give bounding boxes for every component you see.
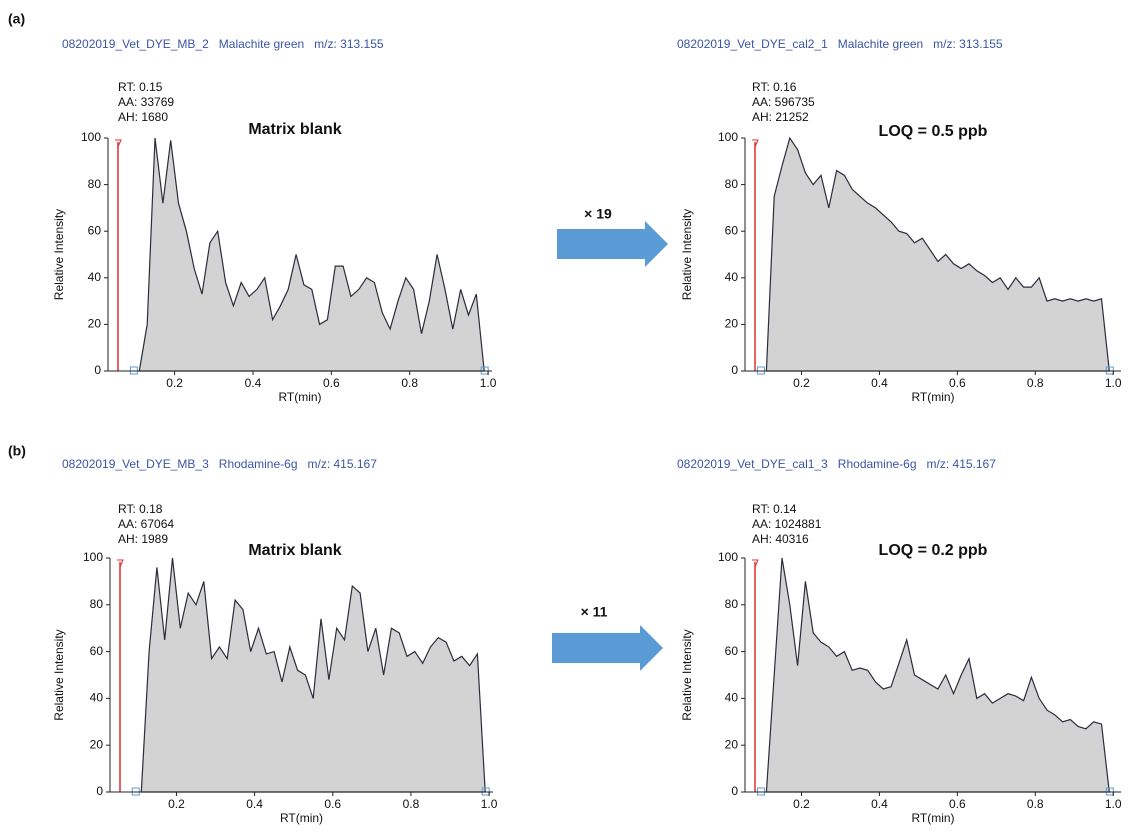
annotation: AH: 1680 [118,110,168,124]
x-tick-label: 0.6 [949,376,966,390]
annotation: RT: 0.16 [752,80,797,94]
x-tick-label: 1.0 [1105,376,1122,390]
annotation: AH: 1989 [118,532,168,546]
y-tick-label: 60 [725,644,739,658]
x-tick-label: 0.2 [166,376,183,390]
y-tick-label: 60 [88,223,102,237]
annotation: AA: 596735 [752,95,815,109]
y-tick-label: 0 [731,784,738,798]
x-axis-label: RT(min) [911,390,954,404]
y-tick-label: 100 [81,130,101,144]
y-tick-label: 20 [90,737,104,751]
x-tick-label: 0.6 [323,376,340,390]
y-axis-label: Relative Intensity [52,629,66,720]
y-tick-label: 60 [725,223,739,237]
y-tick-label: 0 [96,784,103,798]
x-tick-label: 1.0 [481,797,498,811]
y-tick-label: 40 [90,691,104,705]
marker [117,559,124,568]
x-tick-label: 1.0 [1105,797,1122,811]
annotation: RT: 0.15 [118,80,163,94]
arrow [557,221,668,267]
factor: × 19 [584,206,612,222]
chart-label: Matrix blank [248,121,341,138]
x-axis-label: RT(min) [280,811,323,825]
x-tick-label: 0.4 [871,797,888,811]
y-tick-label: 0 [731,363,738,377]
y-tick-label: 80 [88,177,102,191]
y-tick-label: 100 [718,550,738,564]
x-tick-label: 0.8 [1027,376,1044,390]
annotation: AH: 21252 [752,110,809,124]
arrow [552,625,663,671]
x-tick-label: 0.8 [403,797,420,811]
x-tick-label: 0.2 [168,797,185,811]
panel-label: (b) [8,443,26,459]
x-tick-label: 0.8 [1027,797,1044,811]
annotation: RT: 0.18 [118,502,163,516]
y-tick-label: 0 [94,363,101,377]
factor: × 11 [581,604,608,620]
x-tick-label: 0.8 [401,376,418,390]
x-tick-label: 0.6 [324,797,341,811]
chromatogram [765,557,1110,793]
chromatogram [140,557,486,793]
x-tick-label: 0.2 [793,376,810,390]
y-tick-label: 80 [90,597,104,611]
x-tick-label: 0.4 [246,797,263,811]
annotation: AA: 67064 [118,517,174,531]
annotation: AH: 40316 [752,532,809,546]
x-tick-label: 0.6 [949,797,966,811]
chart-title: 08202019_Vet_DYE_MB_2 Malachite green m/… [62,37,384,51]
marker [752,139,759,148]
y-tick-label: 80 [725,597,739,611]
y-axis-label: Relative Intensity [680,209,694,300]
chart-label: Matrix blank [248,542,341,559]
x-tick-label: 0.4 [871,376,888,390]
chart-title: 08202019_Vet_DYE_cal1_3 Rhodamine-6g m/z… [677,457,996,471]
y-tick-label: 20 [725,737,739,751]
marker [115,139,122,148]
y-tick-label: 20 [88,317,102,331]
x-tick-label: 0.2 [793,797,810,811]
y-tick-label: 60 [90,644,104,658]
x-tick-label: 0.4 [245,376,262,390]
chart-title: 08202019_Vet_DYE_cal2_1 Malachite green … [677,37,1003,51]
y-tick-label: 40 [725,691,739,705]
marker [752,559,759,568]
x-axis-label: RT(min) [278,390,321,404]
x-axis-label: RT(min) [911,811,954,825]
y-tick-label: 100 [718,130,738,144]
chart-label: LOQ = 0.2 ppb [879,542,988,559]
chart-label: LOQ = 0.5 ppb [879,123,988,140]
chart-title: 08202019_Vet_DYE_MB_3 Rhodamine-6g m/z: … [62,457,377,471]
panel-label: (a) [8,11,25,27]
y-axis-label: Relative Intensity [52,209,66,300]
y-tick-label: 20 [725,317,739,331]
y-tick-label: 100 [83,550,103,564]
chromatogram [138,137,485,372]
annotation: RT: 0.14 [752,502,797,516]
x-tick-label: 1.0 [480,376,497,390]
y-tick-label: 40 [725,270,739,284]
y-tick-label: 80 [725,177,739,191]
chromatogram [765,136,1110,372]
annotation: AA: 33769 [118,95,174,109]
y-tick-label: 40 [88,270,102,284]
annotation: AA: 1024881 [752,517,822,531]
y-axis-label: Relative Intensity [680,629,694,720]
